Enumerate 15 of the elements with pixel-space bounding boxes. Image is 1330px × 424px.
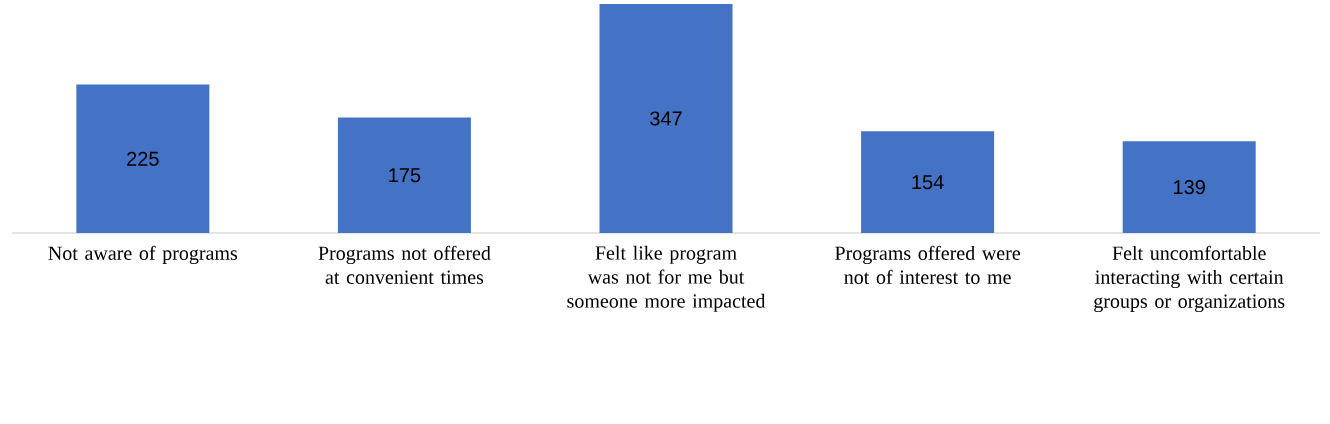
x-tick-label: Felt like program was not for me but someone more impacted	[567, 245, 766, 312]
x-tick-label: Not aware of programs	[48, 245, 238, 265]
bar	[76, 84, 210, 233]
x-tick-label: Programs not offered at convenient times	[318, 245, 491, 284]
data-label: 175	[389, 168, 421, 183]
bar	[599, 3, 733, 233]
bar	[1122, 141, 1256, 233]
data-label: 154	[912, 175, 944, 190]
bar	[337, 117, 471, 233]
bar	[861, 131, 995, 233]
x-tick-label: Programs offered were not of interest to me	[835, 245, 1020, 284]
data-label: 225	[127, 151, 159, 166]
data-label: 347	[650, 111, 682, 126]
x-tick-label: Felt uncomfortable interacting with certain groups or organizations	[1094, 245, 1285, 313]
data-label: 139	[1174, 180, 1205, 195]
